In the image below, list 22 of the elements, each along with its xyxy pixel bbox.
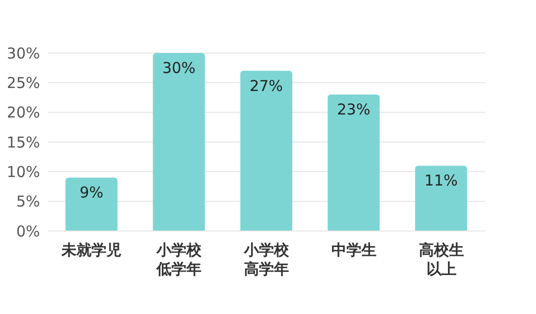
data-label: 11% bbox=[424, 172, 458, 190]
bar bbox=[415, 166, 468, 231]
x-tick-label: 高校生以上 bbox=[418, 241, 464, 278]
bar bbox=[65, 178, 118, 231]
x-tick-label: 小学校低学年 bbox=[156, 241, 203, 278]
y-tick-label: 30% bbox=[6, 44, 40, 62]
data-label: 27% bbox=[250, 76, 283, 95]
x-tick-label: 中学生 bbox=[331, 241, 376, 259]
y-tick-label: 15% bbox=[6, 133, 40, 152]
x-tick-label: 小学校高学年 bbox=[243, 241, 290, 278]
data-label: 9% bbox=[80, 184, 104, 202]
bar bbox=[240, 70, 292, 231]
bar bbox=[328, 94, 380, 231]
bar bbox=[152, 53, 205, 231]
y-tick-label: 0% bbox=[16, 222, 40, 240]
y-tick-label: 25% bbox=[6, 74, 40, 92]
y-tick-label: 10% bbox=[6, 162, 40, 181]
data-label: 23% bbox=[337, 100, 370, 119]
y-tick-label: 5% bbox=[16, 192, 40, 211]
y-tick-label: 20% bbox=[6, 104, 40, 122]
x-tick-label: 未就学児 bbox=[60, 241, 122, 259]
data-label: 30% bbox=[162, 59, 196, 77]
